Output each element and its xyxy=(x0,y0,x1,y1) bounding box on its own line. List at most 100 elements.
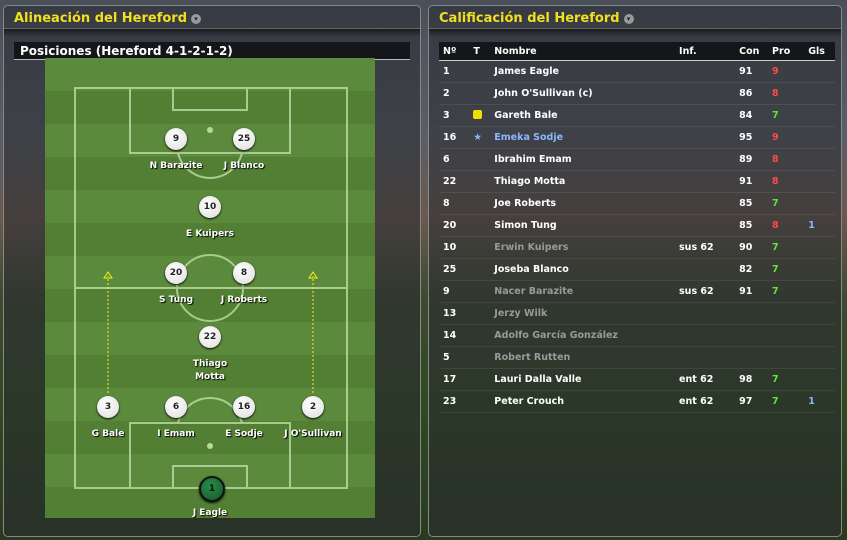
number-cell: 25 xyxy=(439,258,470,281)
info-cell xyxy=(675,302,736,325)
player-marker[interactable]: 9 xyxy=(165,128,187,150)
player-name-label: S Tung xyxy=(158,295,194,305)
table-row[interactable]: 14 Adolfo García González xyxy=(439,324,835,347)
ratings-title-text: Calificación del Hereford xyxy=(439,11,620,26)
player-marker[interactable]: 16 xyxy=(233,396,255,418)
ratings-title[interactable]: Calificación del Hereford ▾ xyxy=(439,11,634,26)
table-row[interactable]: 5 Robert Rutten xyxy=(439,346,835,369)
player-marker[interactable]: 2 xyxy=(302,396,324,418)
number-cell: 9 xyxy=(439,280,470,303)
table-row[interactable]: 2 John O'Sullivan (c) 86 8 xyxy=(439,82,835,105)
condition-cell xyxy=(735,324,769,347)
info-cell: sus 62 xyxy=(675,280,736,303)
player-marker[interactable]: 6 xyxy=(165,396,187,418)
table-row[interactable]: 3 Gareth Bale 84 7 xyxy=(439,104,835,127)
pitch xyxy=(45,58,375,518)
table-row[interactable]: 25 Joseba Blanco 82 7 xyxy=(439,258,835,281)
player-marker[interactable]: 10 xyxy=(199,196,221,218)
column-header[interactable]: T xyxy=(469,42,491,61)
table-row[interactable]: 22 Thiago Motta 91 8 xyxy=(439,170,835,193)
lineup-title[interactable]: Alineación del Hereford ▾ xyxy=(14,11,202,26)
divider xyxy=(4,28,420,37)
column-header[interactable]: Nº xyxy=(439,42,470,61)
condition-cell: 85 xyxy=(735,192,769,215)
table-row[interactable]: 20 Simon Tung 85 8 1 xyxy=(439,214,835,237)
status-cell xyxy=(469,60,491,83)
player-name: Emeka Sodje xyxy=(490,126,676,149)
info-cell: sus 62 xyxy=(675,236,736,259)
table-row[interactable]: 10 Erwin Kuipers sus 62 90 7 xyxy=(439,236,835,259)
player-name-label: J Blanco xyxy=(223,161,265,171)
player-name: Joe Roberts xyxy=(490,192,676,215)
column-header[interactable]: Nombre xyxy=(490,42,676,61)
player-marker[interactable]: 3 xyxy=(97,396,119,418)
rating-cell: 8 xyxy=(768,214,805,237)
number-cell: 16 xyxy=(439,126,470,149)
column-header[interactable]: Pro xyxy=(768,42,805,61)
table-row[interactable]: 17 Lauri Dalla Valle ent 62 98 7 xyxy=(439,368,835,391)
condition-cell: 85 xyxy=(735,214,769,237)
number-cell: 23 xyxy=(439,390,470,413)
player-marker[interactable]: 25 xyxy=(233,128,255,150)
player-marker[interactable]: 8 xyxy=(233,262,255,284)
rating-cell xyxy=(768,324,805,347)
condition-cell: 97 xyxy=(735,390,769,413)
number-cell: 13 xyxy=(439,302,470,325)
condition-cell: 91 xyxy=(735,170,769,193)
goals-cell xyxy=(804,126,835,149)
info-cell: ent 62 xyxy=(675,390,736,413)
rating-cell: 7 xyxy=(768,280,805,303)
goals-cell xyxy=(804,60,835,83)
rating-cell: 7 xyxy=(768,258,805,281)
player-marker[interactable]: 1 xyxy=(199,476,225,502)
rating-cell: 7 xyxy=(768,236,805,259)
rating-cell: 8 xyxy=(768,148,805,171)
dropdown-icon[interactable]: ▾ xyxy=(623,14,634,24)
player-marker[interactable]: 22 xyxy=(199,326,221,348)
ratings-panel: Calificación del Hereford ▾ Nº T Nombre Inf.… xyxy=(428,5,842,537)
number-cell: 10 xyxy=(439,236,470,259)
rating-cell xyxy=(768,302,805,325)
player-name-label: N Barazite xyxy=(149,161,203,171)
goals-cell xyxy=(804,192,835,215)
formation-header: Posiciones (Hereford 4-1-2-1-2) xyxy=(14,42,410,60)
player-name-label: J Eagle xyxy=(192,508,228,518)
table-row[interactable]: 16 ★ Emeka Sodje 95 9 xyxy=(439,126,835,149)
dropdown-icon[interactable]: ▾ xyxy=(191,14,202,24)
goals-cell xyxy=(804,236,835,259)
info-cell xyxy=(675,214,736,237)
status-cell xyxy=(469,346,491,369)
player-name-label: J O'Sullivan xyxy=(284,429,342,439)
status-cell xyxy=(469,192,491,215)
table-row[interactable]: 1 James Eagle 91 9 xyxy=(439,60,835,83)
table-row[interactable]: 6 Ibrahim Emam 89 8 xyxy=(439,148,835,171)
column-header[interactable]: Con xyxy=(735,42,769,61)
goals-cell: 1 xyxy=(804,390,835,413)
column-header[interactable]: Inf. xyxy=(675,42,736,61)
ratings-table: Nº T Nombre Inf. Con Pro Gls 1 James Eagle 91 9 2 J… xyxy=(439,42,835,413)
status-cell xyxy=(469,236,491,259)
table-row[interactable]: 8 Joe Roberts 85 7 xyxy=(439,192,835,215)
number-cell: 22 xyxy=(439,170,470,193)
status-cell xyxy=(469,170,491,193)
column-header[interactable]: Gls xyxy=(804,42,835,61)
table-row[interactable]: 13 Jerzy Wilk xyxy=(439,302,835,325)
goals-cell xyxy=(804,280,835,303)
table-row[interactable]: 9 Nacer Barazite sus 62 91 7 xyxy=(439,280,835,303)
condition-cell xyxy=(735,302,769,325)
info-cell xyxy=(675,126,736,149)
lineup-title-text: Alineación del Hereford xyxy=(14,11,188,26)
player-name: Nacer Barazite xyxy=(490,280,676,303)
rating-cell: 9 xyxy=(768,60,805,83)
player-marker[interactable]: 20 xyxy=(165,262,187,284)
player-name: Robert Rutten xyxy=(490,346,676,369)
info-cell xyxy=(675,324,736,347)
status-cell xyxy=(469,280,491,303)
divider xyxy=(429,28,841,37)
condition-cell: 91 xyxy=(735,280,769,303)
table-row[interactable]: 23 Peter Crouch ent 62 97 7 1 xyxy=(439,390,835,413)
rating-cell xyxy=(768,346,805,369)
goals-cell xyxy=(804,324,835,347)
status-cell xyxy=(469,104,491,127)
player-name: Peter Crouch xyxy=(490,390,676,413)
